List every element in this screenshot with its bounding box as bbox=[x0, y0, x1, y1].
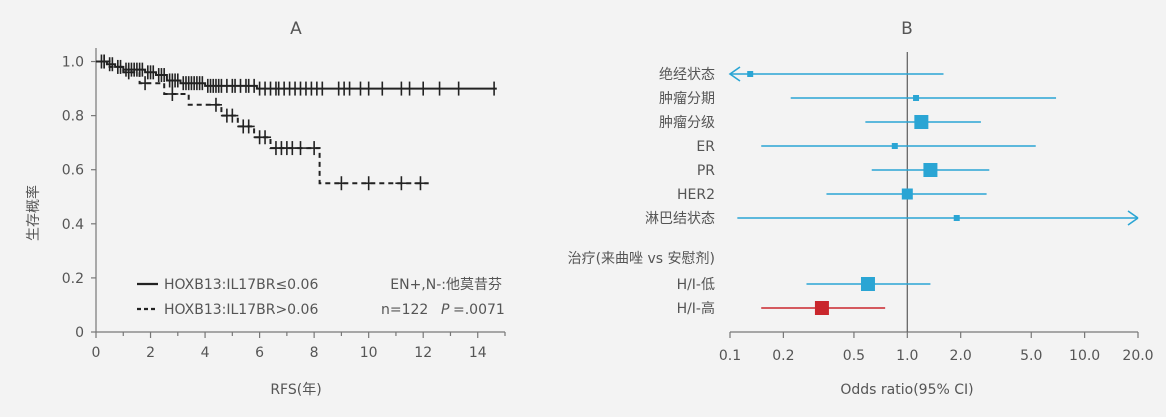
x-tick-label: 4 bbox=[201, 345, 210, 361]
forest-row: H/I-高 bbox=[677, 300, 886, 317]
y-tick-label: 0.8 bbox=[62, 109, 84, 125]
x-tick-label: 6 bbox=[255, 345, 264, 361]
km-survival-plot: A 生存概率 RFS(年) 0 0.2 0.4 0.6 0.8 1.0 0 2 4 6 8 10 12 1… bbox=[25, 19, 506, 398]
treatment-section-label: 治疗(来曲唑 vs 安慰剂) bbox=[568, 250, 715, 267]
x-tick-label: 1.0 bbox=[896, 348, 918, 364]
p-value-label: P bbox=[441, 302, 450, 318]
p-value: =.0071 bbox=[453, 302, 505, 318]
x-tick-label: 10 bbox=[360, 345, 378, 361]
x-tick-label: 8 bbox=[310, 345, 319, 361]
odds-ratio-marker bbox=[901, 188, 913, 200]
cohort-annotation: EN+,N-:他莫昔芬 bbox=[390, 277, 502, 293]
survival-curves bbox=[96, 54, 497, 191]
x-tick-label: 2.0 bbox=[950, 348, 972, 364]
x-tick-label: 20.0 bbox=[1122, 348, 1153, 364]
forest-row-label: PR bbox=[697, 163, 715, 179]
odds-ratio-marker bbox=[891, 143, 898, 149]
x-tick-label: 5.0 bbox=[1020, 348, 1042, 364]
sample-size-annotation: n=122 bbox=[381, 302, 428, 318]
panel-a-title: A bbox=[290, 19, 302, 39]
forest-row-label: 肿瘤分期 bbox=[659, 90, 715, 107]
panel-b-forest-plot: B Odds ratio(95% CI) 治疗(来曲唑 vs 安慰剂) 0.1 0… bbox=[560, 0, 1166, 413]
forest-row: H/I-低 bbox=[677, 277, 931, 293]
arrow-right-icon bbox=[1127, 210, 1139, 226]
x-tick-label: 0.2 bbox=[772, 348, 794, 364]
forest-row-label: 肿瘤分级 bbox=[659, 114, 715, 131]
arrow-left-icon bbox=[728, 66, 741, 82]
forest-row-label: HER2 bbox=[677, 187, 715, 203]
forest-row: ER bbox=[696, 139, 1036, 155]
x-axis-label: RFS(年) bbox=[270, 382, 321, 398]
odds-ratio-marker bbox=[914, 115, 929, 129]
y-tick-label: 0.6 bbox=[62, 163, 84, 179]
legend-low-label: HOXB13:IL17BR≤0.06 bbox=[164, 277, 318, 293]
x-tick-label: 10.0 bbox=[1069, 348, 1100, 364]
panel-a-axes: 0 0.2 0.4 0.6 0.8 1.0 0 2 4 6 8 10 12 14 bbox=[62, 48, 506, 361]
odds-ratio-marker bbox=[953, 215, 960, 221]
y-tick-label: 0 bbox=[75, 325, 84, 341]
legend-high-label: HOXB13:IL17BR>0.06 bbox=[164, 302, 318, 318]
forest-row: 肿瘤分级 bbox=[659, 114, 981, 131]
survival-curve-high bbox=[96, 60, 429, 185]
panel-b-title: B bbox=[901, 19, 913, 39]
forest-row: 淋巴结状态 bbox=[645, 210, 1139, 227]
odds-ratio-marker bbox=[913, 95, 920, 101]
y-tick-label: 1.0 bbox=[62, 55, 84, 71]
panel-b-axes: 0.1 0.2 0.5 1.0 2.0 5.0 10.0 20.0 bbox=[719, 52, 1154, 364]
forest-row-label: ER bbox=[696, 139, 715, 155]
x-tick-label: 14 bbox=[469, 345, 487, 361]
y-axis-label: 生存概率 bbox=[25, 185, 42, 241]
forest-row-label: 淋巴结状态 bbox=[645, 211, 715, 227]
odds-ratio-marker bbox=[923, 163, 938, 177]
forest-row-label: H/I-低 bbox=[677, 277, 715, 293]
x-axis-label: Odds ratio(95% CI) bbox=[840, 382, 973, 398]
forest-row-label: 绝经状态 bbox=[659, 67, 715, 83]
forest-row-label: H/I-高 bbox=[677, 300, 715, 317]
odds-ratio-marker bbox=[747, 71, 754, 77]
x-tick-label: 12 bbox=[414, 345, 432, 361]
x-tick-label: 0.1 bbox=[719, 348, 741, 364]
forest-row: HER2 bbox=[677, 187, 987, 203]
x-tick-label: 0.5 bbox=[843, 348, 865, 364]
forest-row: 肿瘤分期 bbox=[659, 90, 1057, 107]
x-tick-label: 2 bbox=[146, 345, 155, 361]
x-tick-label: 0 bbox=[92, 345, 101, 361]
odds-ratio-marker bbox=[814, 301, 829, 315]
forest-row: PR bbox=[697, 163, 990, 179]
y-tick-label: 0.2 bbox=[62, 271, 84, 287]
y-tick-label: 0.4 bbox=[62, 217, 84, 233]
forest-row: 绝经状态 bbox=[659, 66, 944, 83]
forest-plot: B Odds ratio(95% CI) 治疗(来曲唑 vs 安慰剂) 0.1 0… bbox=[568, 19, 1154, 398]
panel-a-survival-chart: A 生存概率 RFS(年) 0 0.2 0.4 0.6 0.8 1.0 0 2 4 6 8 10 12 1… bbox=[0, 0, 560, 413]
survival-curve-low bbox=[96, 60, 497, 90]
legend: HOXB13:IL17BR≤0.06 HOXB13:IL17BR>0.06 bbox=[137, 277, 318, 318]
odds-ratio-marker bbox=[860, 277, 875, 291]
